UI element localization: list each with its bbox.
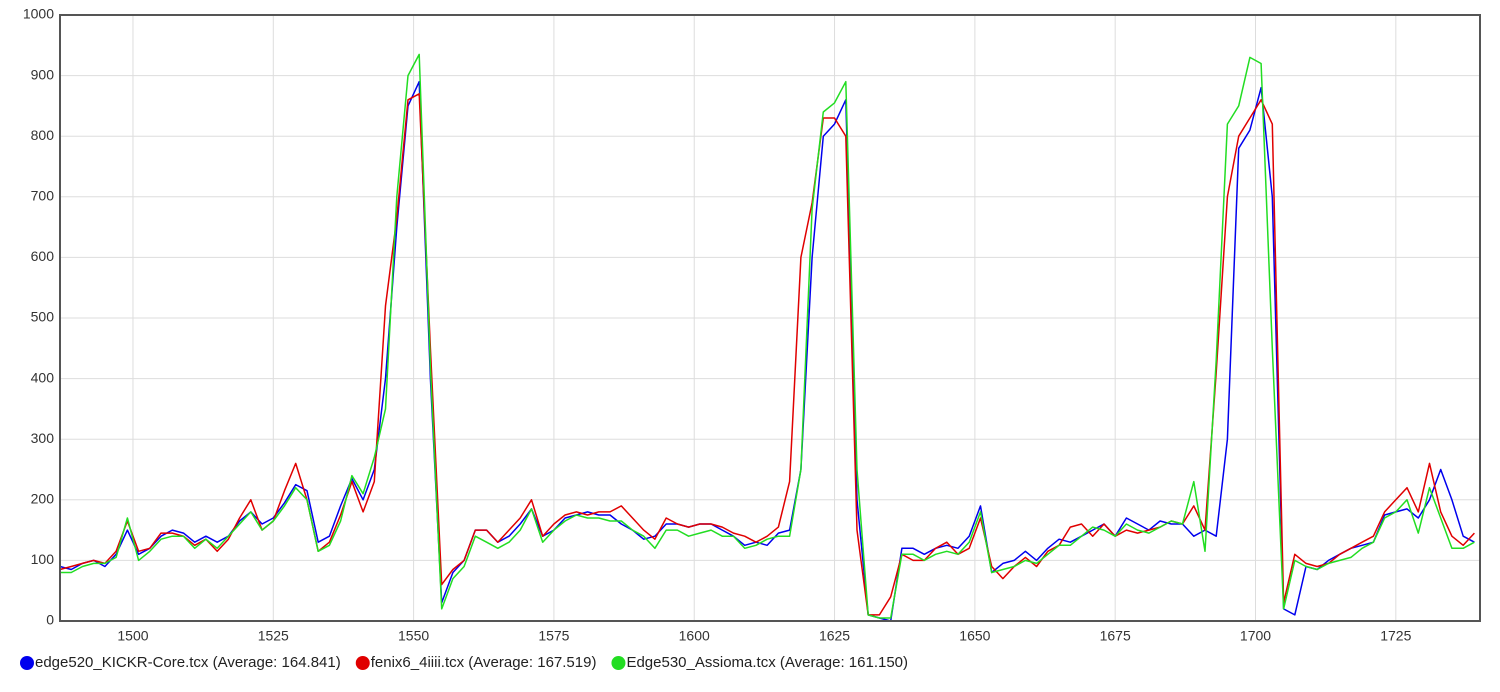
- y-tick-label: 800: [31, 127, 55, 143]
- y-tick-label: 700: [31, 188, 55, 204]
- y-tick-label: 500: [31, 309, 55, 325]
- x-tick-label: 1550: [398, 628, 429, 644]
- legend-label: fenix6_4iiii.tcx (Average: 167.519): [371, 654, 597, 671]
- legend-marker: [20, 656, 34, 670]
- y-tick-label: 1000: [23, 6, 54, 22]
- y-tick-label: 200: [31, 491, 55, 507]
- y-tick-label: 0: [46, 612, 54, 628]
- series-line: [59, 93, 1475, 616]
- y-tick-label: 300: [31, 430, 55, 446]
- legend-label: Edge530_Assioma.tcx (Average: 161.150): [626, 654, 908, 671]
- legend-label: edge520_KICKR-Core.tcx (Average: 164.841…: [35, 654, 341, 671]
- x-tick-label: 1700: [1240, 628, 1271, 644]
- series-line: [59, 80, 1475, 622]
- plot-frame: [59, 14, 1481, 622]
- x-tick-label: 1525: [258, 628, 289, 644]
- x-tick-label: 1650: [959, 628, 990, 644]
- x-tick-label: 1675: [1100, 628, 1131, 644]
- x-tick-label: 1500: [117, 628, 148, 644]
- y-tick-label: 600: [31, 248, 55, 264]
- legend-marker: [611, 656, 626, 670]
- series-line: [60, 53, 1475, 619]
- y-tick-label: 400: [31, 369, 55, 385]
- y-tick-label: 900: [31, 66, 55, 82]
- y-tick-label: 100: [31, 551, 55, 567]
- x-tick-label: 1600: [679, 628, 710, 644]
- x-tick-label: 1575: [538, 628, 569, 644]
- legend-marker: [355, 656, 370, 670]
- legend: edge520_KICKR-Core.tcx (Average: 164.841…: [20, 654, 908, 671]
- x-tick-label: 1725: [1380, 628, 1411, 644]
- x-tick-label: 1625: [819, 628, 850, 644]
